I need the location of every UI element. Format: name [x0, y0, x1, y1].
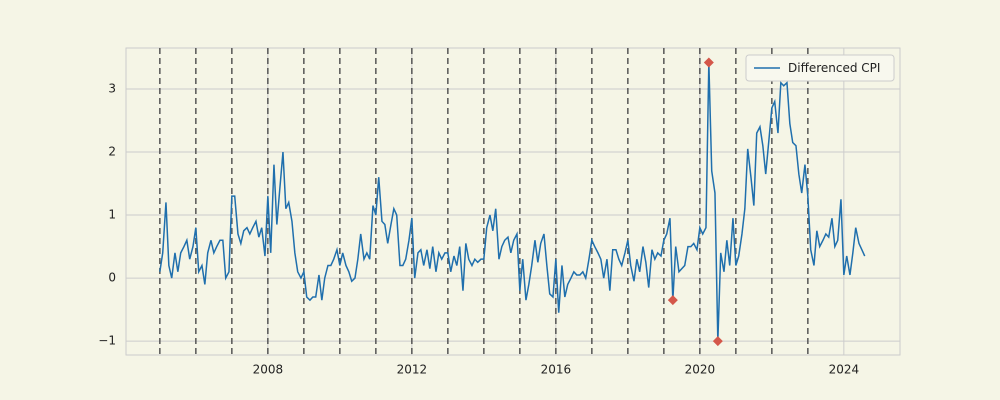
- y-tick-label: 3: [108, 81, 116, 95]
- marker: [667, 295, 678, 306]
- x-tick-label: 2012: [397, 363, 428, 377]
- series-line: [159, 62, 866, 342]
- y-tick-label: 2: [108, 145, 116, 159]
- y-tick-label: 1: [108, 208, 116, 222]
- legend-box: [745, 54, 895, 82]
- x-tick-label: 2016: [541, 363, 572, 377]
- marker: [703, 57, 714, 68]
- y-tick-label: 0: [108, 271, 116, 285]
- plot-area: [125, 47, 901, 356]
- x-tick-label: 2020: [685, 363, 716, 377]
- legend-label: Differenced CPI: [788, 61, 880, 75]
- marker: [712, 336, 723, 347]
- y-tick-label: −1: [98, 334, 116, 348]
- x-tick-label: 2008: [253, 363, 284, 377]
- x-tick-label: 2024: [829, 363, 860, 377]
